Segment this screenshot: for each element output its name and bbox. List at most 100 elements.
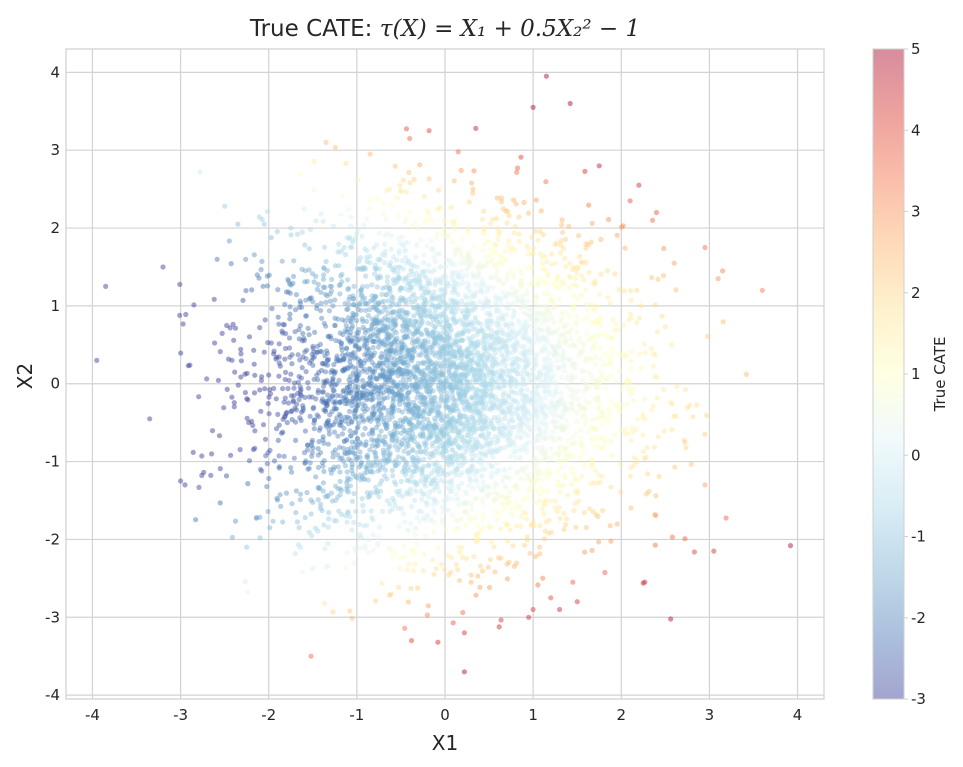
scatter-point bbox=[423, 445, 429, 452]
scatter-point bbox=[432, 415, 438, 421]
scatter-point bbox=[638, 365, 644, 371]
scatter-point bbox=[636, 351, 643, 357]
scatter-point bbox=[530, 439, 536, 445]
scatter-point bbox=[474, 386, 480, 392]
scatter-point bbox=[470, 516, 476, 522]
scatter-point bbox=[428, 480, 434, 486]
scatter-point bbox=[396, 439, 402, 445]
scatter-point bbox=[413, 339, 419, 345]
scatter-point bbox=[420, 401, 426, 408]
scatter-point bbox=[496, 338, 502, 344]
scatter-point bbox=[430, 316, 436, 322]
scatter-point bbox=[450, 401, 456, 407]
scatter-point bbox=[494, 329, 500, 335]
scatter-point bbox=[287, 304, 293, 310]
scatter-point bbox=[472, 293, 478, 300]
scatter-point bbox=[518, 279, 524, 285]
scatter-point bbox=[275, 314, 281, 320]
scatter-point bbox=[509, 506, 515, 512]
scatter-point bbox=[402, 275, 409, 281]
scatter-point bbox=[413, 385, 419, 391]
scatter-point bbox=[417, 376, 423, 382]
scatter-point bbox=[403, 345, 409, 351]
scatter-point bbox=[539, 320, 545, 326]
scatter-point bbox=[413, 457, 419, 464]
scatter-point bbox=[421, 463, 427, 469]
scatter-point bbox=[362, 476, 368, 482]
scatter-point bbox=[627, 311, 634, 317]
scatter-point bbox=[464, 420, 470, 426]
scatter-point bbox=[397, 240, 403, 246]
scatter-point bbox=[481, 385, 488, 391]
scatter-point bbox=[532, 419, 539, 425]
scatter-point bbox=[641, 455, 648, 462]
scatter-point bbox=[356, 372, 362, 378]
scatter-point bbox=[366, 494, 372, 500]
scatter-point bbox=[459, 298, 465, 304]
scatter-point bbox=[463, 449, 469, 455]
scatter-point bbox=[216, 433, 223, 439]
scatter-point bbox=[450, 376, 456, 382]
scatter-point bbox=[336, 282, 342, 288]
scatter-point bbox=[348, 445, 354, 451]
scatter-point bbox=[504, 292, 510, 298]
scatter-point bbox=[246, 334, 253, 340]
scatter-point bbox=[559, 414, 565, 420]
scatter-point bbox=[369, 429, 375, 435]
scatter-point bbox=[289, 361, 295, 367]
scatter-point bbox=[251, 390, 258, 396]
scatter-point bbox=[451, 317, 457, 323]
scatter-point bbox=[600, 507, 606, 514]
scatter-point bbox=[316, 484, 322, 490]
scatter-point bbox=[432, 498, 438, 505]
scatter-point bbox=[427, 406, 433, 412]
scatter-point bbox=[426, 411, 432, 417]
scatter-point bbox=[411, 414, 417, 420]
scatter-point bbox=[391, 498, 397, 504]
scatter-point bbox=[624, 401, 630, 407]
scatter-point bbox=[193, 517, 199, 523]
scatter-point bbox=[455, 273, 461, 279]
scatter-point bbox=[376, 524, 382, 530]
scatter-point bbox=[395, 195, 401, 201]
scatter-point bbox=[375, 257, 381, 263]
scatter-point bbox=[481, 300, 487, 307]
scatter-point bbox=[349, 351, 355, 357]
scatter-point bbox=[351, 519, 357, 526]
scatter-point bbox=[462, 323, 468, 329]
scatter-point bbox=[451, 286, 457, 292]
scatter-point bbox=[370, 532, 376, 538]
scatter-point bbox=[444, 390, 450, 396]
scatter-point bbox=[556, 344, 562, 350]
scatter-point bbox=[345, 489, 352, 495]
scatter-point bbox=[555, 398, 562, 405]
scatter-point bbox=[406, 278, 412, 284]
scatter-point bbox=[536, 276, 542, 282]
scatter-point bbox=[360, 432, 366, 438]
scatter-point bbox=[449, 387, 455, 394]
scatter-point bbox=[452, 385, 458, 391]
scatter-point bbox=[315, 452, 321, 458]
scatter-point bbox=[469, 319, 475, 325]
scatter-point bbox=[245, 589, 251, 595]
scatter-point bbox=[309, 533, 315, 539]
scatter-point bbox=[365, 550, 372, 556]
scatter-point bbox=[644, 491, 650, 497]
scatter-point bbox=[540, 429, 546, 435]
scatter-point bbox=[445, 414, 451, 420]
scatter-point bbox=[501, 506, 507, 512]
scatter-point bbox=[399, 241, 405, 248]
scatter-point bbox=[224, 322, 230, 329]
scatter-point bbox=[317, 348, 323, 354]
scatter-point bbox=[302, 268, 308, 274]
scatter-point bbox=[543, 436, 550, 442]
scatter-point bbox=[376, 385, 382, 391]
scatter-point bbox=[395, 368, 401, 374]
scatter-point bbox=[252, 372, 258, 378]
scatter-point bbox=[448, 257, 454, 263]
scatter-point bbox=[598, 271, 604, 277]
scatter-point bbox=[525, 425, 531, 431]
scatter-point bbox=[267, 525, 273, 531]
scatter-point bbox=[399, 339, 405, 345]
scatter-point bbox=[410, 447, 416, 453]
